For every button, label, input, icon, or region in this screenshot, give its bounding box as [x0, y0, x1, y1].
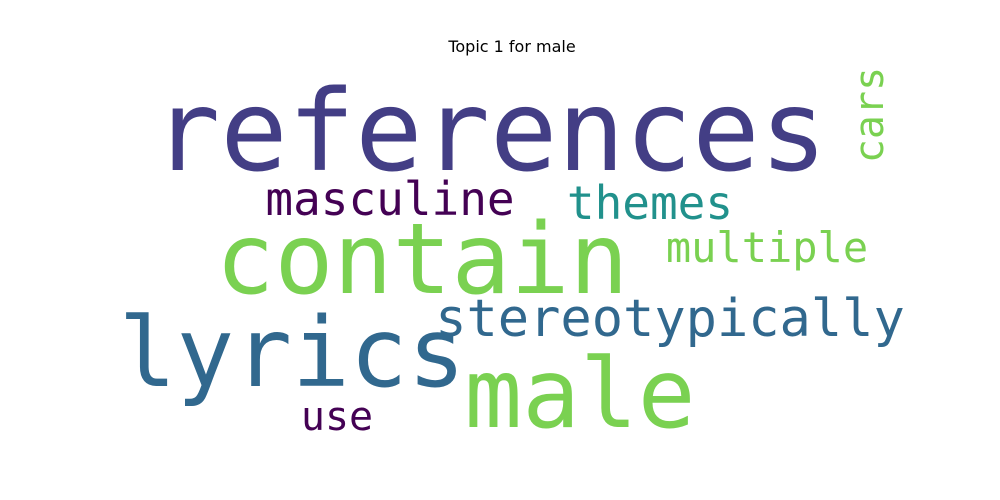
- word-multiple: multiple: [666, 223, 868, 272]
- word-cars: cars: [847, 67, 893, 163]
- word-references: references: [153, 67, 827, 197]
- word-use: use: [301, 394, 373, 440]
- word-masculine: masculine: [265, 172, 514, 226]
- word-stereotypically: stereotypically: [435, 289, 905, 349]
- word-male: male: [464, 338, 695, 450]
- word-lyrics: lyrics: [119, 297, 466, 409]
- word-contain: contain: [215, 203, 628, 317]
- chart-title: Topic 1 for male: [447, 37, 575, 56]
- word-themes: themes: [567, 176, 733, 230]
